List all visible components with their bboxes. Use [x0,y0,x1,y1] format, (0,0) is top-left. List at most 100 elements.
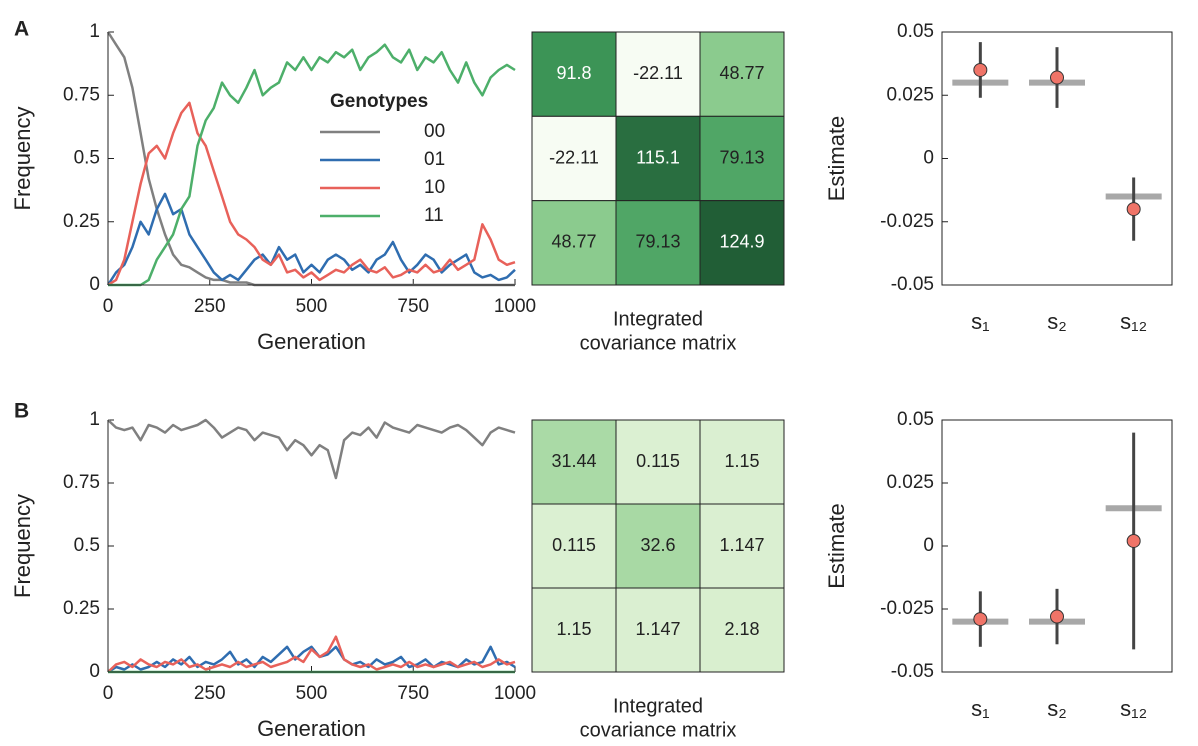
y-tick-label: -0.05 [891,661,934,682]
x-tick-label: s₁ [971,309,989,334]
x-tick-label: 1000 [494,296,536,317]
panel-label: A [14,18,29,41]
legend-label: 00 [424,121,445,142]
x-axis-label: covariance matrix [580,719,737,741]
series-line [106,192,516,286]
x-axis-label: Generation [257,329,366,354]
y-tick-label: 0.75 [63,472,100,493]
x-tick-label: s₂ [1047,696,1067,721]
x-axis-label: Integrated [613,308,703,330]
y-axis-label: Frequency [10,107,35,211]
estimate-point [1050,70,1064,85]
cell-label: 1.15 [724,451,759,471]
y-axis-label: Frequency [10,494,35,598]
cell-label: 1.15 [556,619,591,639]
heatmap-cell [615,200,701,286]
heatmap-cell [699,200,785,286]
heatmap-cell [531,587,617,673]
heatmap-cell [615,587,701,673]
legend-label: 10 [424,177,445,198]
y-tick-label: -0.05 [891,274,934,295]
y-tick-label: 1 [89,409,100,430]
heatmap-cell [699,115,785,202]
x-axis-label: Generation [257,716,366,741]
series-line [107,635,516,673]
cell-label: 48.77 [719,63,764,83]
x-axis-label: covariance matrix [580,332,737,354]
series-line [108,43,516,287]
cell-label: 0.115 [636,451,680,471]
y-tick-label: 0.025 [886,472,934,493]
legend-label: 01 [424,149,445,170]
estimate-point [973,612,988,627]
x-axis-label: Integrated [613,695,703,717]
heatmap-cell [699,419,785,505]
cell-label: 2.18 [724,619,759,639]
heatmap-cell [531,503,617,589]
estimate-point [1126,533,1141,548]
y-tick-label: 0.25 [63,211,100,232]
heatmap-cell [615,503,701,589]
y-tick-label: 0.75 [63,84,100,105]
cell-label: 124.9 [719,232,764,252]
legend-title: Genotypes [330,91,428,112]
cell-label: 48.77 [551,232,596,252]
y-tick-label: 1 [89,21,100,42]
legend-label: 11 [424,205,444,226]
x-tick-label: 0 [103,683,114,704]
x-tick-label: 250 [194,296,226,317]
y-tick-label: 0 [923,535,934,556]
y-tick-label: 0.25 [63,598,100,619]
series-line [107,101,516,287]
heatmap-cell [531,31,617,117]
y-tick-label: -0.025 [880,211,934,232]
x-tick-label: 750 [397,683,429,704]
x-tick-label: s₁ [971,696,989,721]
heatmap-cell [531,200,617,286]
y-tick-label: -0.025 [880,598,934,619]
cell-label: -22.11 [549,147,599,167]
cell-label: 32.6 [640,535,675,555]
cell-label: 31.44 [551,451,596,471]
x-tick-label: 500 [296,683,328,704]
heatmap-cell [699,587,785,673]
x-tick-label: s₁₂ [1120,696,1147,721]
x-tick-label: 250 [194,683,226,704]
heatmap-cell [615,419,701,505]
y-tick-label: 0.05 [897,409,934,430]
series-line [107,418,516,480]
cell-label: -22.11 [633,63,683,83]
y-tick-label: 0.5 [74,535,100,556]
y-tick-label: 0 [923,148,934,169]
y-tick-label: 0 [89,274,100,295]
x-tick-label: s₁₂ [1120,309,1147,334]
y-tick-label: 0.5 [74,148,100,169]
y-tick-label: 0.05 [897,21,934,42]
heatmap-cell [531,115,617,202]
y-tick-label: 0 [89,661,100,682]
cell-label: 115.1 [636,147,680,167]
x-tick-label: 0 [103,296,114,317]
x-tick-label: 750 [397,296,429,317]
cell-label: 79.13 [635,232,680,252]
cell-label: 0.115 [552,535,596,555]
estimate-point [1050,609,1064,624]
estimate-point [1126,202,1141,217]
heatmap-cell [531,419,617,505]
x-tick-label: 1000 [494,683,536,704]
heatmap-cell [699,503,785,589]
x-tick-label: 500 [296,296,328,317]
cell-label: 1.147 [635,619,680,639]
cell-label: 1.147 [719,535,764,555]
y-tick-label: 0.025 [886,84,934,105]
heatmap-cell [699,31,785,117]
estimate-point [973,62,988,77]
heatmap-cell [615,31,701,117]
cell-label: 79.13 [719,147,764,167]
y-axis-label: Estimate [824,503,849,589]
y-axis-label: Estimate [824,116,849,202]
cell-label: 91.8 [556,63,591,83]
panel-label: B [14,400,29,423]
x-tick-label: s₂ [1047,309,1067,334]
